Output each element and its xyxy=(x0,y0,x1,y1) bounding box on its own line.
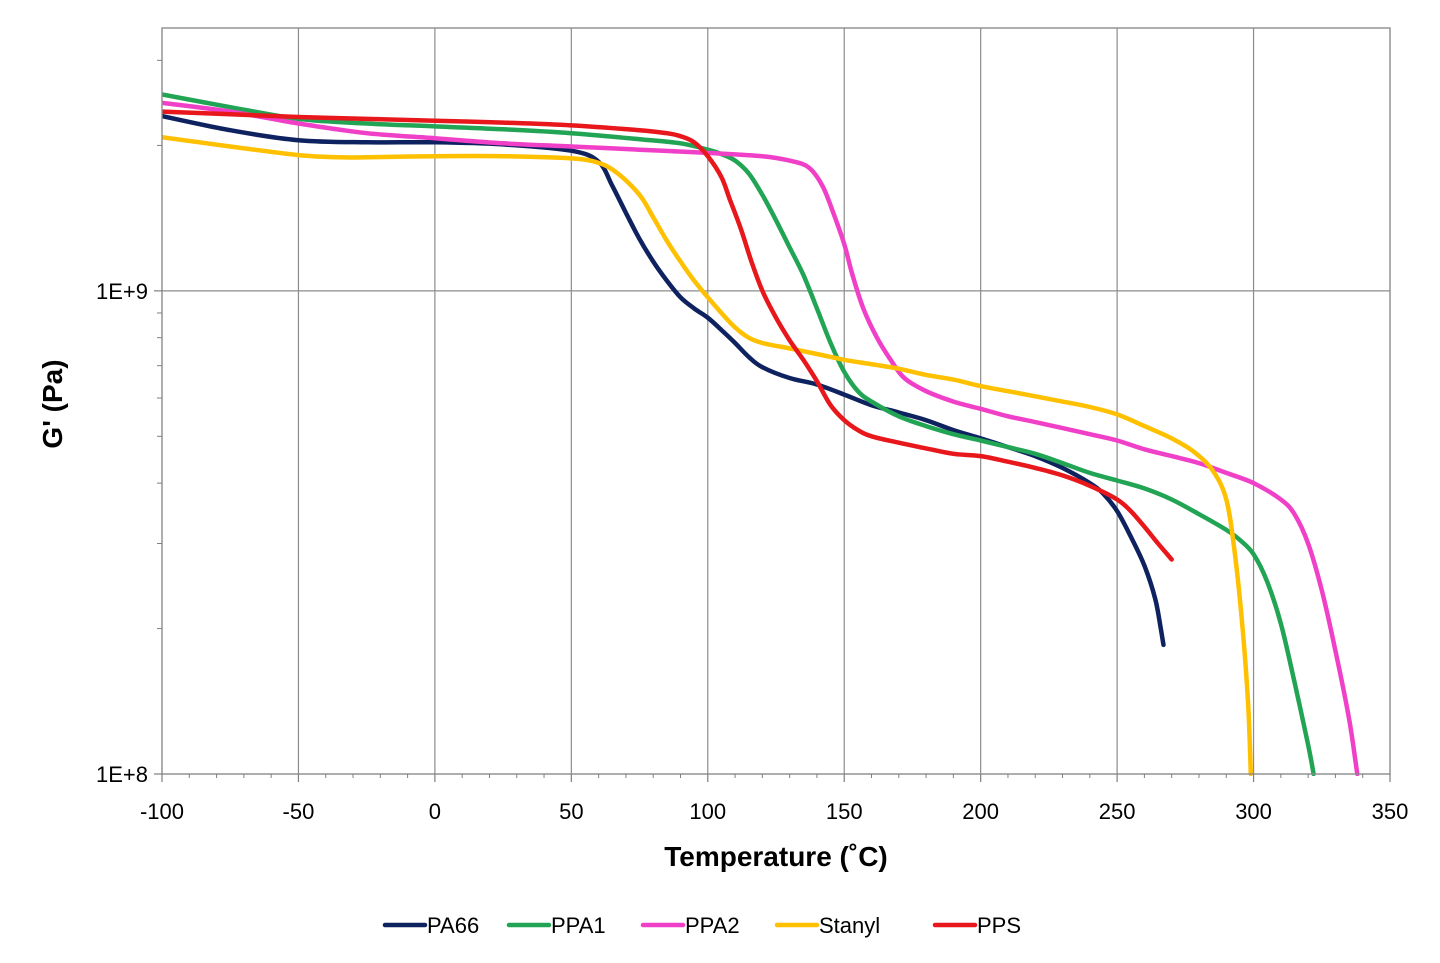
x-tick-label: 350 xyxy=(1372,799,1409,824)
legend-label-stanyl: Stanyl xyxy=(819,913,880,938)
x-tick-label: -100 xyxy=(140,799,184,824)
ticks-layer: -100 -50 0 50 100 150 200 250 300 350 1E+8 1E+9 xyxy=(96,59,1409,824)
axes-layer xyxy=(161,27,1391,775)
y-axis-title: G' (Pa) xyxy=(37,359,68,448)
plot-area-border xyxy=(161,27,1391,775)
y-tick-label: 1E+8 xyxy=(96,762,148,787)
y-tick-label: 1E+9 xyxy=(96,279,148,304)
series-line-stanyl xyxy=(162,134,1254,776)
x-tick-label: 150 xyxy=(826,799,863,824)
x-tick-label: 0 xyxy=(429,799,441,824)
legend-label-pps: PPS xyxy=(977,913,1021,938)
series-line-pps xyxy=(162,109,1174,562)
x-tick-label: 300 xyxy=(1235,799,1272,824)
x-tick-label: 50 xyxy=(559,799,583,824)
legend-label-ppa1: PPA1 xyxy=(551,913,606,938)
x-axis-title: Temperature (˚C) xyxy=(664,841,888,872)
x-tick-label: 200 xyxy=(962,799,999,824)
series-line-ppa2 xyxy=(162,100,1360,776)
x-tick-label: 100 xyxy=(689,799,726,824)
x-tick-label: 250 xyxy=(1099,799,1136,824)
x-tick-label: -50 xyxy=(283,799,315,824)
series-layer xyxy=(162,92,1360,776)
legend-label-ppa2: PPA2 xyxy=(685,913,740,938)
series-line-ppa1 xyxy=(162,92,1316,776)
legend-label-pa66: PA66 xyxy=(427,913,479,938)
legend: PA66 PPA1 PPA2 Stanyl PPS xyxy=(382,913,1021,938)
